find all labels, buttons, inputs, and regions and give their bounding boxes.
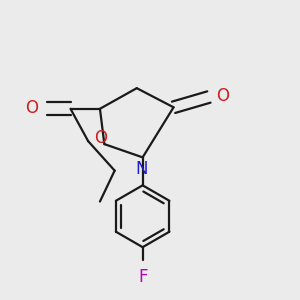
Text: N: N [136, 160, 148, 178]
Text: O: O [94, 129, 107, 147]
Text: O: O [216, 86, 229, 104]
Text: O: O [25, 99, 38, 117]
Text: F: F [138, 268, 147, 286]
